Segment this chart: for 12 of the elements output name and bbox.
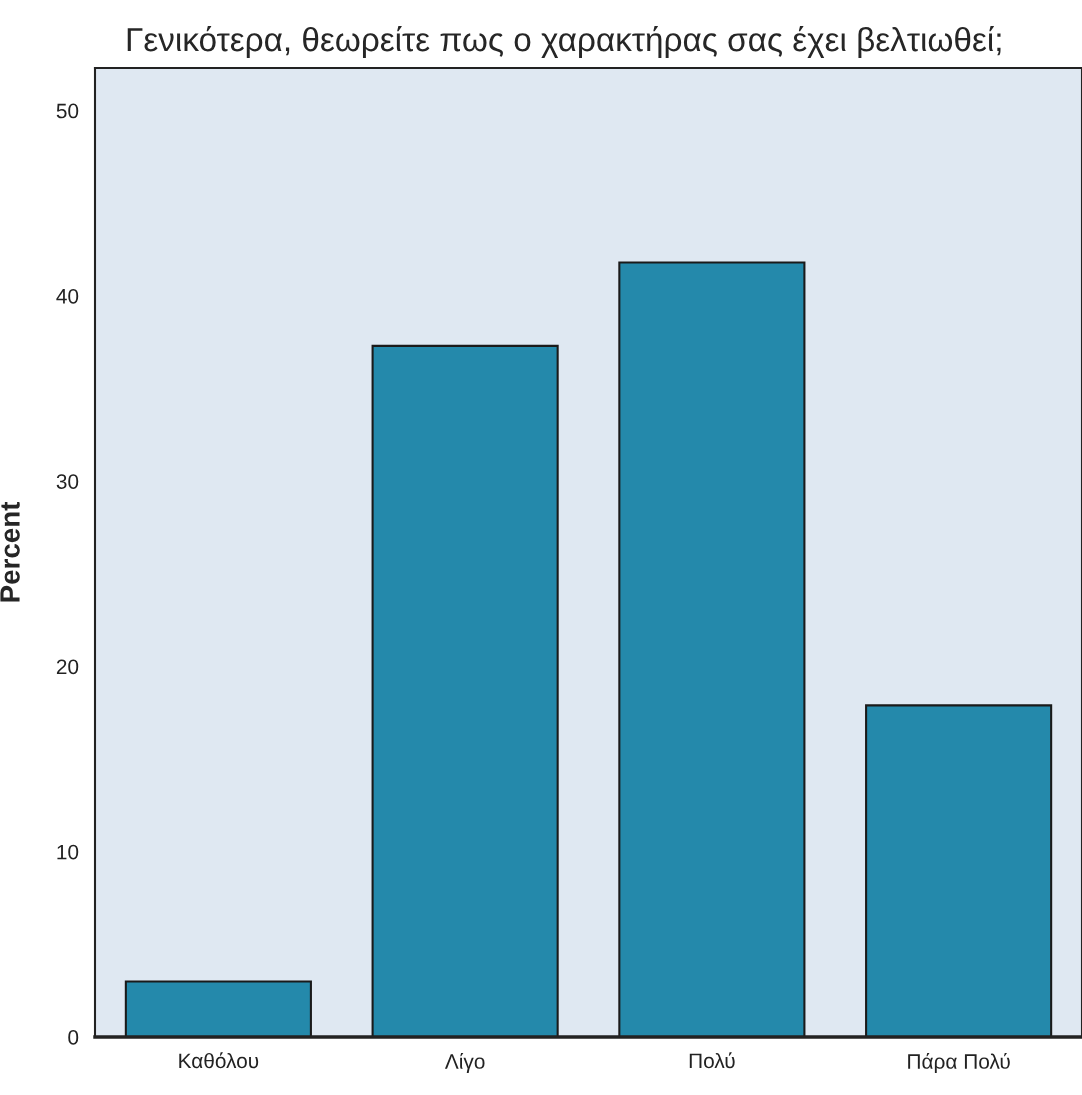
y-tick-label: 30 [56,474,79,489]
y-axis-title: Percent [0,501,20,602]
x-tick-label: Πολύ [689,1052,735,1069]
x-tick-label: Καθόλου [179,1052,259,1069]
x-tick-label: Πάρα Πολύ [908,1052,1010,1073]
y-tick-label: 20 [56,659,79,675]
y-tick-label: 10 [57,844,79,860]
x-tick-label: Λίγο [444,1052,485,1073]
y-tick-label: 0 [68,1030,79,1045]
y-tick-label: 50 [56,103,79,119]
y-tick-label: 40 [56,288,79,304]
chart-title: Γενικότερα, θεωρείτε πως ο χαρακτήρας σας έχει βελτιωθεί; [127,25,1001,59]
